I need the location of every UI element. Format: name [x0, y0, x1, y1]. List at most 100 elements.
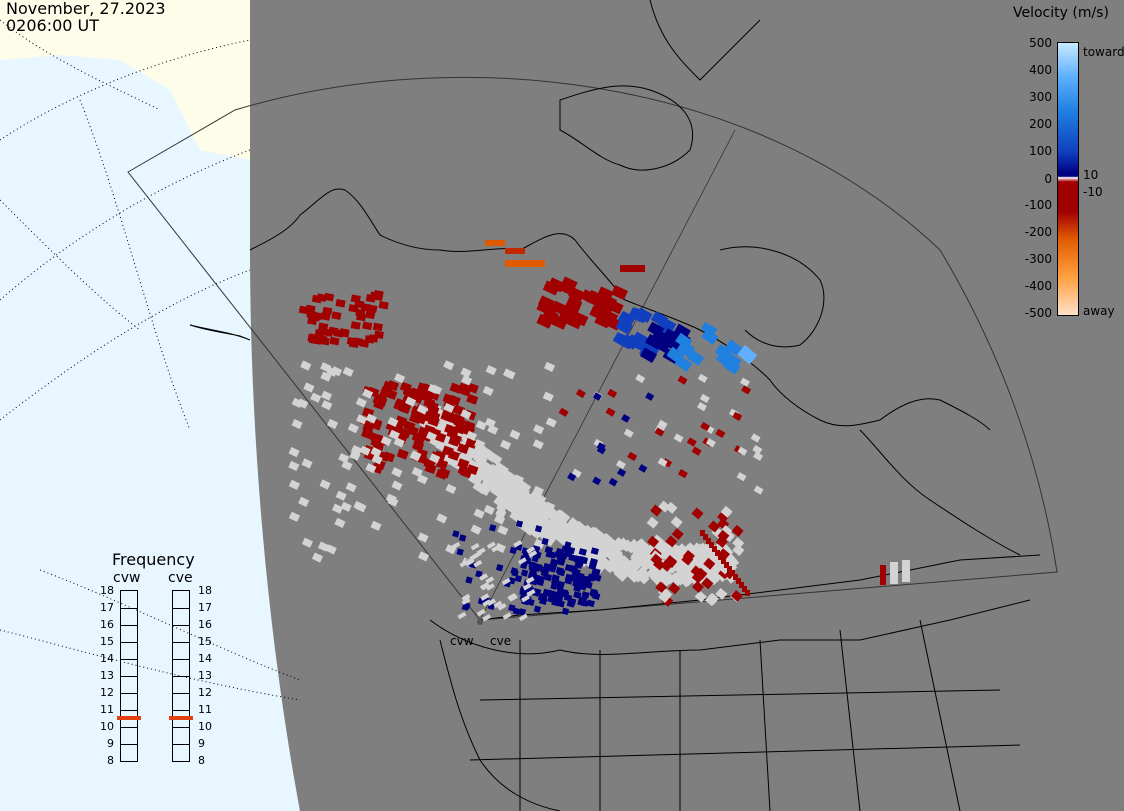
scatter-cell	[645, 392, 655, 401]
scatter-cell	[701, 321, 718, 336]
frequency-title: Frequency	[112, 550, 195, 569]
frequency-scale-label: 15	[198, 635, 212, 648]
legend-toward-label: toward	[1083, 45, 1124, 59]
scatter-cell	[365, 310, 376, 320]
scatter-cell	[314, 329, 325, 338]
scatter-cell	[737, 446, 748, 456]
scatter-cell	[436, 513, 448, 524]
scatter-cell	[495, 563, 504, 572]
scatter-cell	[379, 386, 392, 398]
scatter-cell	[532, 439, 544, 450]
scatter-cell	[658, 500, 671, 513]
radar-field-of-view	[127, 76, 1058, 621]
scatter-cell	[370, 520, 382, 531]
scatter-cell	[556, 583, 564, 591]
scatter-cell	[417, 532, 429, 543]
scatter-cell	[320, 390, 333, 401]
scatter-cell	[476, 547, 486, 555]
scatter-cell	[411, 467, 423, 478]
scatter-cell	[647, 566, 662, 582]
scatter-cell	[732, 411, 743, 421]
scatter-cell	[721, 558, 726, 564]
scatter-cell	[522, 505, 537, 520]
scatter-cell	[362, 321, 373, 330]
scatter-cell	[592, 392, 602, 401]
scatter-cell	[394, 398, 407, 410]
scatter-cell	[542, 588, 551, 597]
scatter-cell	[712, 546, 717, 552]
scatter-cell	[545, 550, 553, 559]
scatter-cell	[587, 573, 596, 582]
scatter-cell	[348, 304, 359, 313]
scatter-cell	[701, 328, 719, 345]
scatter-cell	[356, 414, 368, 425]
velocity-tick-label: -300	[1024, 252, 1052, 266]
scatter-cell	[520, 569, 529, 577]
velocity-tick-label: 100	[1029, 144, 1052, 158]
scatter-cell	[409, 387, 423, 399]
scatter-cells	[288, 240, 910, 622]
scatter-cell	[335, 299, 346, 308]
scatter-cell	[578, 582, 587, 591]
scatter-cell	[697, 373, 708, 383]
scatter-cell	[461, 603, 470, 611]
frequency-scale-label: 15	[100, 635, 114, 648]
scatter-cell	[457, 443, 470, 455]
scatter-cell	[482, 385, 494, 397]
scatter-cell	[665, 541, 678, 554]
scatter-cell	[436, 458, 449, 470]
scatter-cell	[691, 580, 704, 593]
scatter-cell	[440, 411, 453, 422]
scatter-cell	[615, 459, 626, 470]
scatter-cell	[606, 299, 624, 315]
scatter-cell	[719, 353, 737, 370]
frequency-scale-label: 11	[100, 703, 114, 716]
scatter-cell	[730, 570, 735, 576]
scatter-cell	[385, 493, 397, 504]
scatter-cell	[673, 433, 684, 443]
scatter-cell	[532, 485, 544, 496]
velocity-tick-label: -100	[1024, 198, 1052, 212]
velocity-tick-label: -400	[1024, 279, 1052, 293]
scatter-cell	[485, 365, 497, 376]
velocity-tick-label: 200	[1029, 117, 1052, 131]
scatter-cell	[639, 347, 658, 363]
scatter-cell	[305, 304, 316, 314]
scatter-cell	[334, 517, 346, 528]
scatter-cell	[476, 608, 486, 617]
scatter-cell	[371, 454, 383, 465]
scatter-cell	[715, 428, 726, 439]
scatter-cell	[691, 446, 702, 456]
scatter-cell	[504, 369, 516, 380]
scatter-cell	[686, 349, 705, 366]
scatter-cell	[301, 537, 313, 548]
scatter-cell	[353, 500, 365, 512]
scatter-cell	[533, 424, 545, 435]
scatter-cell	[540, 566, 549, 574]
scatter-cell	[465, 576, 473, 584]
scatter-cell	[359, 445, 371, 456]
scatter-cell	[736, 578, 741, 584]
scatter-cell	[487, 452, 503, 466]
scatter-cell	[627, 451, 638, 462]
scatter-cell	[465, 430, 478, 441]
scatter-cell	[319, 479, 331, 490]
scatter-cell	[599, 557, 614, 572]
scatter-cell	[613, 567, 628, 582]
scatter-cell	[536, 313, 554, 329]
scatter-cell	[534, 525, 543, 533]
frequency-scale-label: 17	[198, 601, 212, 614]
scatter-cell	[288, 511, 300, 522]
scatter-cell	[526, 589, 536, 597]
scatter-cell	[617, 468, 627, 477]
scatter-cell	[608, 477, 618, 487]
scatter-cell	[717, 510, 730, 523]
scatter-cell	[544, 523, 559, 538]
scatter-cell	[509, 429, 521, 440]
scatter-cell	[508, 594, 518, 602]
scatter-cell	[724, 562, 729, 568]
scatter-cell	[330, 366, 343, 377]
scatter-cell	[613, 551, 628, 566]
scatter-cell	[588, 562, 597, 571]
